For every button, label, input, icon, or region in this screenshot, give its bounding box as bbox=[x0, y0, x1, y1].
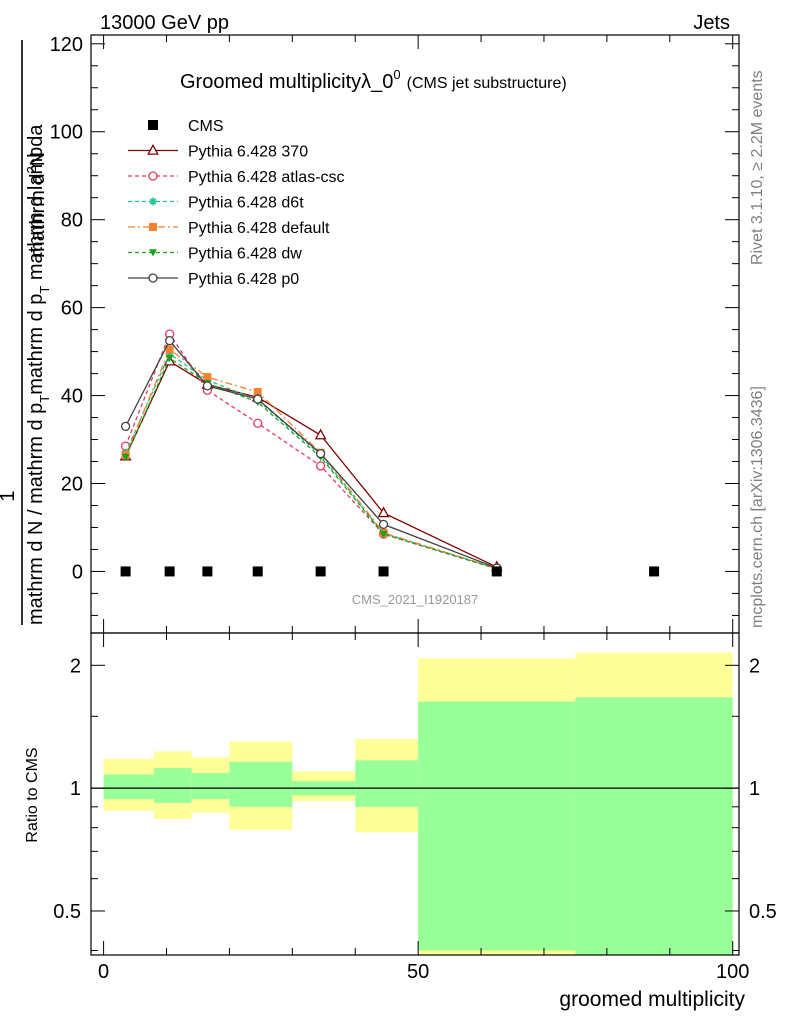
data-point bbox=[253, 388, 262, 397]
data-point bbox=[202, 566, 213, 577]
legend-entry: Pythia 6.428 p0 bbox=[128, 271, 299, 288]
legend-entry: Pythia 6.428 370 bbox=[128, 144, 308, 161]
data-point bbox=[165, 345, 174, 354]
ratio-y-tick-label: 0.5 bbox=[749, 901, 777, 923]
legend-label: Pythia 6.428 370 bbox=[188, 144, 308, 161]
data-point bbox=[164, 566, 175, 577]
series-line bbox=[124, 332, 497, 570]
legend-entry: Pythia 6.428 default bbox=[128, 220, 330, 237]
uncertainty-band-inner bbox=[191, 772, 230, 800]
svg-text:mathrm d N / mathrm d pTmathrm: mathrm d N / mathrm d pTmathrm d pT math… bbox=[25, 124, 52, 625]
y-tick-label: 40 bbox=[61, 386, 83, 408]
legend-label: Pythia 6.428 p0 bbox=[188, 271, 299, 288]
legend: CMS Pythia 6.428 370 Pythia 6.428 atlas-cs… bbox=[128, 118, 345, 288]
data-point bbox=[164, 335, 175, 346]
legend-entry: CMS bbox=[148, 118, 224, 135]
data-point bbox=[202, 381, 213, 391]
y-tick-label: 60 bbox=[61, 298, 83, 320]
series-line bbox=[125, 352, 497, 569]
legend-label: Pythia 6.428 dw bbox=[188, 246, 302, 263]
legend-label: CMS bbox=[188, 118, 224, 135]
plot-title: Groomed multiplicityλ_00(CMS jet substru… bbox=[180, 67, 567, 93]
series-pythia-6-428-default bbox=[121, 345, 501, 573]
data-point bbox=[253, 394, 263, 404]
data-point bbox=[378, 519, 389, 530]
uncertainty-band-inner bbox=[153, 768, 192, 803]
data-point bbox=[378, 566, 389, 577]
uncertainty-band-inner bbox=[355, 760, 419, 807]
series-line bbox=[125, 348, 497, 569]
data-point bbox=[203, 373, 212, 382]
data-point bbox=[120, 566, 131, 577]
uncertainty-band-inner bbox=[229, 761, 293, 807]
ratio-y-tick-label: 1 bbox=[749, 778, 760, 800]
y-tick-label: 120 bbox=[50, 34, 83, 56]
legend-label: Pythia 6.428 atlas-csc bbox=[188, 169, 345, 186]
series-pythia-6-428-d6t bbox=[121, 349, 501, 573]
y-tick-label: 80 bbox=[61, 210, 83, 232]
series-pythia-6-428-dw bbox=[121, 354, 501, 573]
y-tick-label: 20 bbox=[61, 474, 83, 496]
ratio-y-tick-label: 2 bbox=[70, 655, 81, 677]
svg-text:1: 1 bbox=[0, 490, 19, 501]
legend-marker bbox=[149, 249, 157, 257]
uncertainty-band-inner bbox=[575, 697, 733, 955]
uncertainty-band-inner bbox=[103, 774, 154, 800]
mcplots-label: mcplots.cern.ch [arXiv:1306.3436] bbox=[749, 386, 766, 628]
series-line bbox=[125, 360, 498, 568]
legend-marker bbox=[148, 120, 158, 130]
series-line bbox=[125, 357, 497, 570]
data-point bbox=[120, 421, 131, 431]
ratio-y-tick-label: 0.5 bbox=[53, 901, 81, 923]
x-tick-label: 0 bbox=[98, 961, 109, 983]
y-tick-label: 0 bbox=[72, 561, 83, 583]
legend-label: Pythia 6.428 default bbox=[188, 220, 330, 237]
ratio-y-tick-label: 2 bbox=[749, 655, 760, 677]
header-energy: 13000 GeV pp bbox=[100, 12, 229, 34]
legend-label: Pythia 6.428 d6t bbox=[188, 195, 304, 212]
header-process: Jets bbox=[693, 12, 730, 34]
series-line bbox=[125, 339, 498, 569]
data-point bbox=[121, 453, 130, 462]
uncertainty-band-inner bbox=[418, 701, 576, 951]
x-tick-labels: 0 50 100 bbox=[98, 961, 749, 983]
x-tick-label: 100 bbox=[716, 961, 749, 983]
ratio-ylabel: Ratio to CMS bbox=[24, 747, 41, 842]
legend-marker bbox=[147, 143, 159, 155]
x-axis-label: groomed multiplicity bbox=[559, 988, 745, 1011]
data-point bbox=[315, 448, 326, 459]
data-point bbox=[165, 354, 174, 363]
svg-text:mathrm d2N: mathrm d2N bbox=[24, 152, 49, 258]
main-plot-panel: 0 20 40 60 80 100 120 CMS_2021_I1920187 Groome… bbox=[50, 34, 740, 634]
y-tick-label: 100 bbox=[50, 122, 83, 144]
main-ylabel: mathrm d2N 1 mathrm d N / mathrm d pTmat… bbox=[0, 40, 52, 625]
data-point bbox=[377, 506, 390, 518]
data-point bbox=[314, 428, 327, 440]
data-point bbox=[315, 566, 326, 577]
ratio-plot-panel: 0.5 0.5 1 1 2 2 bbox=[53, 632, 777, 956]
series-cms bbox=[120, 566, 660, 577]
x-tick-label: 50 bbox=[407, 961, 429, 983]
rivet-label: Rivet 3.1.10, ≥ 2.2M events bbox=[749, 70, 766, 265]
legend-entry: Pythia 6.428 atlas-csc bbox=[128, 169, 345, 186]
data-point bbox=[649, 566, 660, 577]
data-point bbox=[315, 461, 326, 471]
legend-marker bbox=[149, 223, 157, 231]
legend-marker bbox=[148, 273, 158, 283]
data-point bbox=[253, 418, 263, 428]
legend-marker bbox=[149, 197, 157, 206]
legend-entry: Pythia 6.428 d6t bbox=[128, 195, 304, 212]
data-point bbox=[379, 530, 388, 539]
series-pythia-6-428-370 bbox=[119, 354, 503, 572]
data-point bbox=[491, 566, 502, 577]
legend-marker bbox=[148, 171, 158, 181]
ratio-y-tick-label: 1 bbox=[70, 778, 81, 800]
series-pythia-6-428-p0 bbox=[120, 335, 502, 573]
legend-entry: Pythia 6.428 dw bbox=[128, 246, 302, 263]
data-point bbox=[252, 566, 263, 577]
plot-watermark: CMS_2021_I1920187 bbox=[352, 592, 479, 607]
